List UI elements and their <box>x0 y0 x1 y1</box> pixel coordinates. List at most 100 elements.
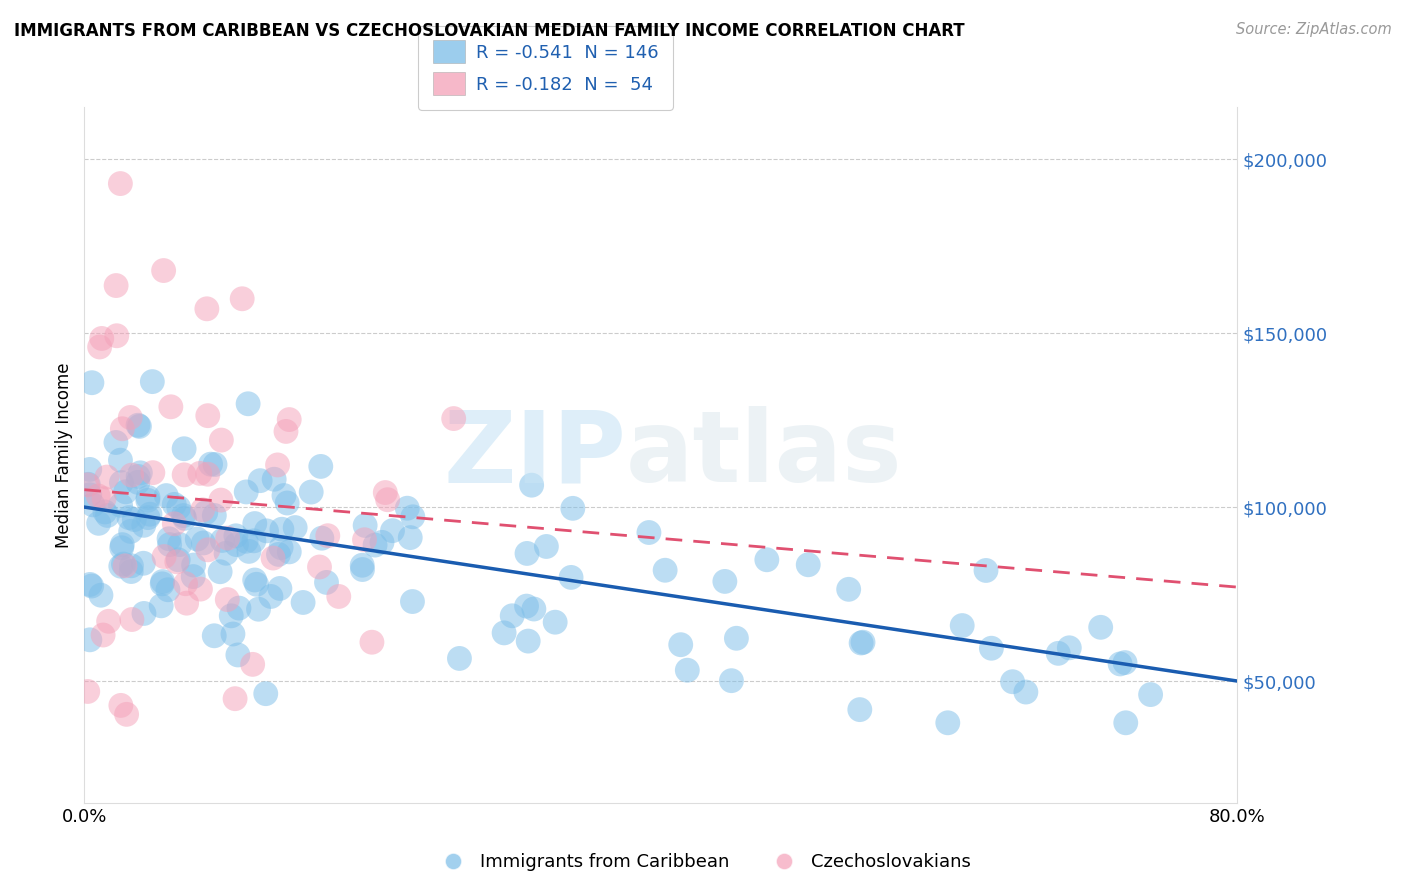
Point <box>222 627 245 641</box>
Point <box>80 579 103 593</box>
Point <box>838 582 860 597</box>
Point <box>278 545 301 559</box>
Point <box>443 411 465 425</box>
Point <box>202 508 225 523</box>
Point <box>94 505 117 519</box>
Point <box>114 558 136 573</box>
Point <box>159 538 181 552</box>
Text: atlas: atlas <box>626 407 903 503</box>
Point <box>209 493 232 508</box>
Point <box>401 594 423 608</box>
Point <box>152 574 174 589</box>
Legend: R = -0.541  N = 146, R = -0.182  N =  54: R = -0.541 N = 146, R = -0.182 N = 54 <box>418 26 673 110</box>
Point <box>292 595 315 609</box>
Point <box>560 570 582 584</box>
Point <box>152 263 174 277</box>
Point <box>129 466 152 480</box>
Point <box>93 491 115 506</box>
Point <box>79 462 101 476</box>
Point <box>402 509 425 524</box>
Point <box>183 558 205 572</box>
Point <box>79 632 101 647</box>
Point <box>141 375 163 389</box>
Point <box>142 466 165 480</box>
Point <box>110 698 132 713</box>
Point <box>115 707 138 722</box>
Point <box>76 477 98 491</box>
Point <box>517 634 540 648</box>
Point <box>228 601 250 615</box>
Point <box>267 548 290 562</box>
Point <box>638 525 661 540</box>
Point <box>247 602 270 616</box>
Point <box>111 541 134 555</box>
Point <box>193 536 215 550</box>
Point <box>1139 688 1161 702</box>
Point <box>110 475 132 490</box>
Point <box>544 615 567 630</box>
Point <box>87 489 110 503</box>
Point <box>523 602 546 616</box>
Point <box>449 651 471 665</box>
Point <box>163 516 186 531</box>
Point <box>166 555 188 569</box>
Point <box>399 531 422 545</box>
Point <box>516 599 538 614</box>
Point <box>167 553 190 567</box>
Text: ZIP: ZIP <box>443 407 626 503</box>
Point <box>80 376 103 390</box>
Point <box>374 485 396 500</box>
Point <box>243 573 266 587</box>
Point <box>1090 620 1112 634</box>
Point <box>536 540 558 554</box>
Point <box>520 478 543 492</box>
Point <box>974 564 997 578</box>
Point <box>197 542 219 557</box>
Point <box>124 512 146 526</box>
Point <box>120 565 142 579</box>
Point <box>1015 685 1038 699</box>
Point <box>202 629 225 643</box>
Point <box>1001 674 1024 689</box>
Point <box>501 608 523 623</box>
Point <box>269 582 291 596</box>
Point <box>254 687 277 701</box>
Point <box>676 663 699 677</box>
Point <box>226 648 249 662</box>
Point <box>353 533 375 547</box>
Point <box>204 458 226 472</box>
Point <box>139 507 162 521</box>
Point <box>950 618 973 632</box>
Point <box>381 524 404 538</box>
Point <box>79 577 101 591</box>
Point <box>157 532 180 546</box>
Point <box>235 484 257 499</box>
Point <box>173 511 195 525</box>
Point <box>217 531 239 545</box>
Point <box>160 400 183 414</box>
Point <box>127 475 149 490</box>
Point <box>200 457 222 471</box>
Point <box>755 553 778 567</box>
Point <box>118 510 141 524</box>
Point <box>155 489 177 503</box>
Point <box>1109 657 1132 671</box>
Point <box>77 477 100 491</box>
Point <box>219 608 242 623</box>
Point <box>110 559 132 574</box>
Point <box>256 524 278 538</box>
Point <box>136 491 159 505</box>
Point <box>110 498 132 512</box>
Point <box>980 641 1002 656</box>
Point <box>163 497 186 511</box>
Point <box>364 538 387 552</box>
Point <box>308 560 330 574</box>
Point <box>654 563 676 577</box>
Point <box>328 590 350 604</box>
Point <box>97 615 120 629</box>
Point <box>181 569 204 583</box>
Point <box>191 503 214 517</box>
Point <box>352 562 374 576</box>
Point <box>371 535 394 549</box>
Point <box>936 715 959 730</box>
